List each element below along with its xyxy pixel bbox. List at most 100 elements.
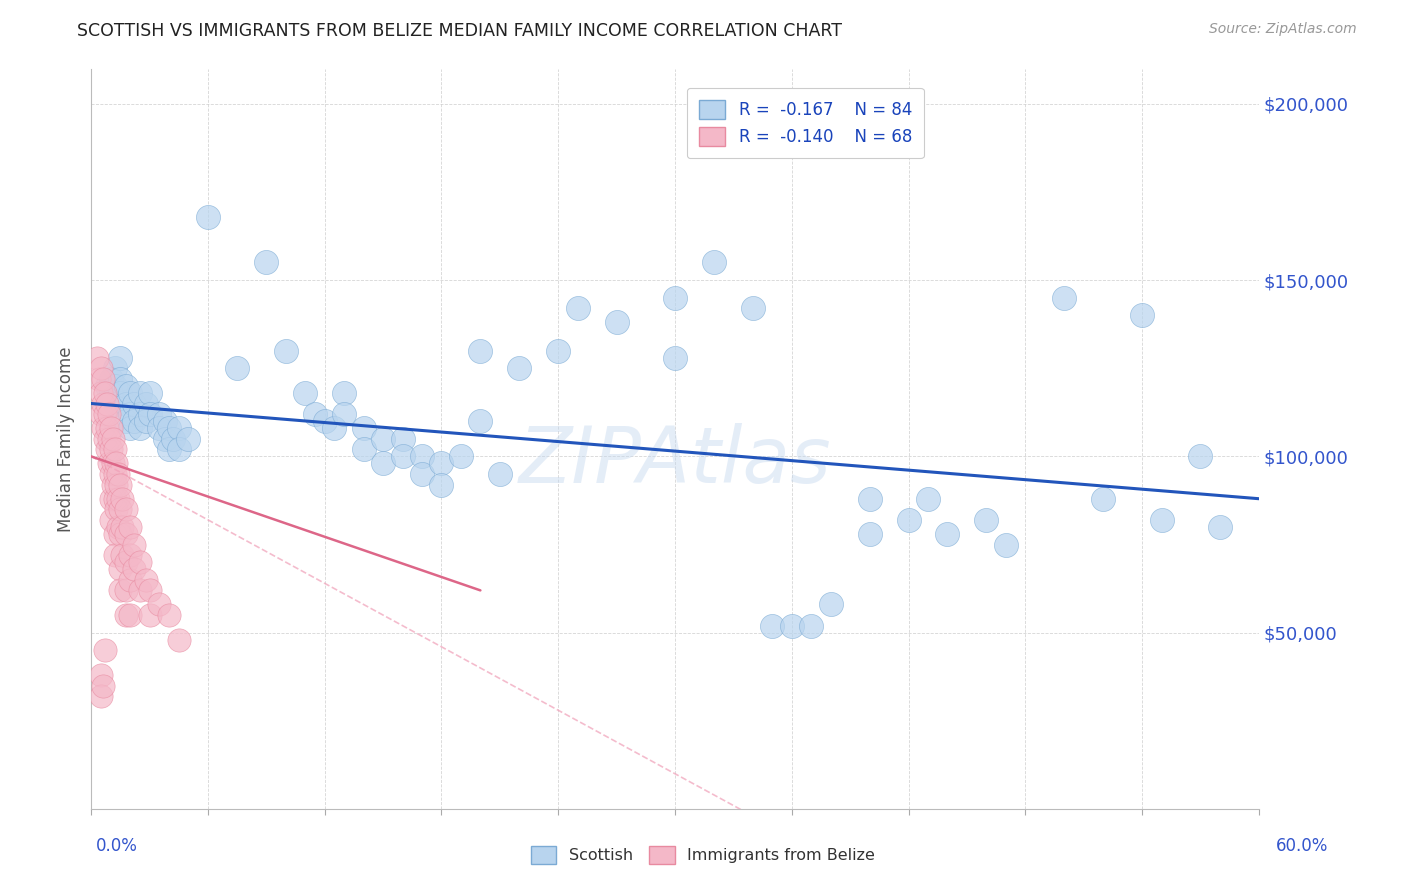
Point (226, 361, 249, 376)
Point (91, 421, 114, 435)
Point (135, 396, 157, 410)
Point (703, 255, 725, 269)
Point (135, 573, 157, 587)
Point (606, 315, 628, 329)
Point (167, 421, 190, 435)
Point (323, 421, 346, 435)
Point (391, 432, 413, 446)
Point (135, 414, 157, 428)
Point (100, 491, 122, 506)
Y-axis label: Median Family Income: Median Family Income (58, 346, 75, 532)
Point (107, 467, 129, 481)
Point (120, 520, 142, 534)
Point (274, 343, 297, 358)
Point (547, 343, 569, 358)
Point (1209, 520, 1232, 534)
Point (450, 450, 472, 464)
Point (110, 502, 132, 516)
Point (111, 491, 134, 506)
Point (110, 372, 132, 386)
Point (94, 432, 117, 446)
Point (110, 385, 132, 400)
Point (128, 407, 150, 421)
Point (91, 372, 114, 386)
Point (103, 379, 125, 393)
Point (87, 372, 110, 386)
Point (101, 457, 124, 471)
Point (167, 442, 190, 457)
Point (138, 407, 160, 421)
Point (90, 361, 112, 376)
Point (120, 608, 142, 623)
Point (100, 421, 122, 435)
Point (105, 502, 128, 516)
Legend: R =  -0.167    N = 84, R =  -0.140    N = 68: R = -0.167 N = 84, R = -0.140 N = 68 (688, 88, 924, 158)
Point (91, 396, 114, 410)
Point (153, 414, 176, 428)
Point (120, 421, 142, 435)
Point (122, 414, 145, 428)
Point (128, 555, 150, 569)
Point (430, 457, 453, 471)
Point (567, 301, 589, 316)
Point (489, 467, 512, 481)
Point (333, 407, 356, 421)
Point (304, 407, 326, 421)
Point (371, 432, 394, 446)
Point (103, 467, 125, 481)
Point (157, 442, 180, 457)
Point (96, 379, 118, 393)
Point (994, 537, 1017, 551)
Point (761, 618, 783, 632)
Point (115, 414, 138, 428)
Point (1053, 291, 1076, 305)
Point (333, 385, 356, 400)
Point (115, 583, 138, 598)
Point (391, 450, 413, 464)
Point (101, 477, 124, 491)
Point (1189, 450, 1212, 464)
Point (858, 527, 880, 541)
Text: SCOTTISH VS IMMIGRANTS FROM BELIZE MEDIAN FAMILY INCOME CORRELATION CHART: SCOTTISH VS IMMIGRANTS FROM BELIZE MEDIA… (77, 22, 842, 40)
Point (120, 385, 142, 400)
Point (94, 643, 117, 657)
Point (91, 679, 114, 693)
Point (100, 442, 122, 457)
Point (411, 467, 433, 481)
Point (120, 407, 142, 421)
Point (105, 457, 128, 471)
Point (128, 421, 150, 435)
Point (100, 513, 122, 527)
Point (103, 442, 125, 457)
Point (148, 407, 170, 421)
Point (664, 351, 686, 365)
Point (148, 421, 170, 435)
Point (86, 351, 108, 365)
Point (110, 477, 132, 491)
Point (96, 442, 118, 457)
Point (110, 351, 132, 365)
Point (470, 343, 492, 358)
Point (153, 432, 176, 446)
Point (858, 491, 880, 506)
Point (294, 385, 316, 400)
Point (100, 372, 122, 386)
Point (100, 385, 122, 400)
Point (103, 361, 125, 376)
Point (97, 457, 120, 471)
Point (128, 385, 150, 400)
Point (353, 442, 375, 457)
Point (508, 361, 530, 376)
Point (122, 562, 145, 576)
Text: 60.0%: 60.0% (1277, 837, 1329, 855)
Point (353, 421, 375, 435)
Point (90, 689, 112, 703)
Point (800, 618, 823, 632)
Point (157, 608, 180, 623)
Point (94, 407, 117, 421)
Point (138, 385, 160, 400)
Point (664, 291, 686, 305)
Point (138, 583, 160, 598)
Point (103, 396, 125, 410)
Point (177, 432, 200, 446)
